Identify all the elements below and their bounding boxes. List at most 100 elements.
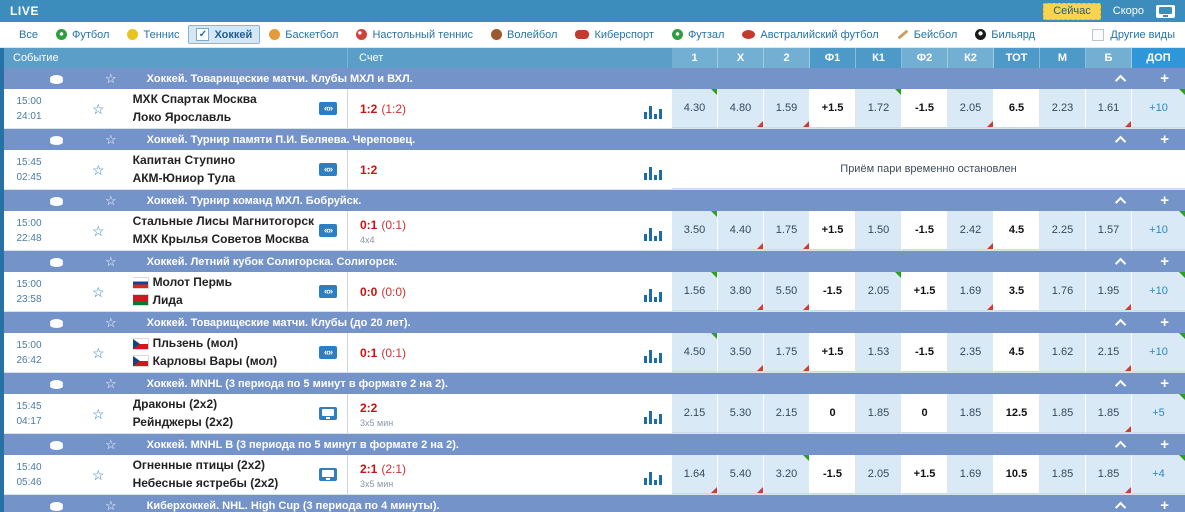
odds-cell[interactable]: 4.5 — [994, 333, 1040, 372]
favorite-star-icon[interactable]: ☆ — [92, 100, 105, 117]
odds-cell[interactable]: 2.35 — [948, 333, 994, 372]
favorite-star-icon[interactable]: ☆ — [105, 376, 117, 391]
odds-cell[interactable]: 0 — [902, 394, 948, 433]
chevron-up-icon[interactable] — [1115, 196, 1127, 208]
odds-cell[interactable]: 4.40 — [718, 211, 764, 250]
odds-cell[interactable]: -1.5 — [902, 89, 948, 128]
odds-cell[interactable]: 1.64 — [672, 455, 718, 494]
odds-cell[interactable]: 2.05 — [856, 455, 902, 494]
odds-cell[interactable]: 1.85 — [856, 394, 902, 433]
odds-cell[interactable]: 1.85 — [1040, 394, 1086, 433]
bar-chart-icon[interactable] — [644, 106, 662, 119]
league-header[interactable]: ☆ Хоккей. MNHL B (3 периода по 5 минут в… — [4, 434, 1185, 455]
expand-markets-icon[interactable] — [319, 285, 337, 298]
bar-chart-icon[interactable] — [644, 472, 662, 485]
soon-button[interactable]: Скоро — [1112, 5, 1144, 17]
odds-cell[interactable]: 10.5 — [994, 455, 1040, 494]
odds-cell[interactable]: 2.15 — [1086, 333, 1132, 372]
odds-cell[interactable]: 4.5 — [994, 211, 1040, 250]
tab-volleyball[interactable]: Волейбол — [482, 26, 567, 44]
odds-cell[interactable]: 1.85 — [1086, 394, 1132, 433]
odds-cell[interactable]: 1.56 — [672, 272, 718, 311]
odds-cell[interactable]: 1.85 — [948, 394, 994, 433]
league-header[interactable]: ☆ Хоккей. Товарищеские матчи. Клубы МХЛ … — [4, 68, 1185, 89]
odds-cell[interactable]: 3.20 — [764, 455, 810, 494]
event-cell[interactable]: 15:00 24:01 ☆ МХК Спартак Москва Локо Яр… — [4, 89, 347, 128]
favorite-star-icon[interactable]: ☆ — [105, 437, 117, 452]
odds-cell[interactable]: 1.75 — [764, 211, 810, 250]
expand-markets-icon[interactable] — [319, 163, 337, 176]
event-cell[interactable]: 15:00 22:48 ☆ Стальные Лисы Магнитогорск… — [4, 211, 347, 250]
tab-esports[interactable]: Киберспорт — [566, 26, 662, 44]
more-bets-cell[interactable]: +4 — [1132, 455, 1185, 494]
odds-cell[interactable]: 0 — [810, 394, 856, 433]
odds-cell[interactable]: 3.80 — [718, 272, 764, 311]
bar-chart-icon[interactable] — [644, 228, 662, 241]
plus-icon[interactable]: + — [1160, 253, 1169, 270]
expand-markets-icon[interactable] — [319, 346, 337, 359]
tab-table-tennis[interactable]: Настольный теннис — [347, 26, 482, 44]
odds-cell[interactable]: 2.05 — [948, 89, 994, 128]
plus-icon[interactable]: + — [1160, 192, 1169, 209]
tab-billiards[interactable]: Бильярд — [966, 26, 1044, 44]
event-cell[interactable]: 15:00 26:42 ☆ Пльзень (мол) Карловы Вары… — [4, 333, 347, 372]
plus-icon[interactable]: + — [1160, 70, 1169, 87]
odds-cell[interactable]: 3.50 — [672, 211, 718, 250]
odds-cell[interactable]: 1.61 — [1086, 89, 1132, 128]
plus-icon[interactable]: + — [1160, 497, 1169, 512]
odds-cell[interactable]: +1.5 — [810, 211, 856, 250]
favorite-star-icon[interactable]: ☆ — [92, 405, 105, 422]
odds-cell[interactable]: 1.69 — [948, 455, 994, 494]
odds-cell[interactable]: 2.15 — [672, 394, 718, 433]
odds-cell[interactable]: 12.5 — [994, 394, 1040, 433]
event-cell[interactable]: 15:40 05:46 ☆ Огненные птицы (2х2) Небес… — [4, 455, 347, 494]
odds-cell[interactable]: -1.5 — [902, 211, 948, 250]
tv-stream-icon[interactable] — [319, 468, 337, 481]
tab-all[interactable]: Все — [10, 26, 47, 44]
odds-cell[interactable]: 1.50 — [856, 211, 902, 250]
league-header[interactable]: ☆ Хоккей. Товарищеские матчи. Клубы (до … — [4, 312, 1185, 333]
plus-icon[interactable]: + — [1160, 436, 1169, 453]
odds-cell[interactable]: 5.30 — [718, 394, 764, 433]
plus-icon[interactable]: + — [1160, 131, 1169, 148]
tab-aussie-football[interactable]: Австралийский футбол — [733, 26, 887, 44]
favorite-star-icon[interactable]: ☆ — [105, 498, 117, 512]
league-header[interactable]: ☆ Хоккей. MNHL (3 периода по 5 минут в ф… — [4, 373, 1185, 394]
tab-baseball[interactable]: Бейсбол — [888, 26, 967, 44]
favorite-star-icon[interactable]: ☆ — [92, 161, 105, 178]
more-bets-cell[interactable]: +10 — [1132, 89, 1185, 128]
odds-cell[interactable]: 3.5 — [994, 272, 1040, 311]
odds-cell[interactable]: 1.69 — [948, 272, 994, 311]
odds-cell[interactable]: 2.42 — [948, 211, 994, 250]
odds-cell[interactable]: +1.5 — [902, 455, 948, 494]
odds-cell[interactable]: 1.76 — [1040, 272, 1086, 311]
odds-cell[interactable]: 2.15 — [764, 394, 810, 433]
other-views-toggle[interactable]: Другие виды — [1092, 28, 1175, 41]
league-header[interactable]: ☆ Хоккей. Турнир памяти П.И. Беляева. Че… — [4, 129, 1185, 150]
tab-futsal[interactable]: Футзал — [663, 26, 733, 44]
more-bets-cell[interactable]: +10 — [1132, 333, 1185, 372]
odds-cell[interactable]: 3.50 — [718, 333, 764, 372]
bar-chart-icon[interactable] — [644, 350, 662, 363]
bar-chart-icon[interactable] — [644, 167, 662, 180]
favorite-star-icon[interactable]: ☆ — [105, 315, 117, 330]
chevron-up-icon[interactable] — [1115, 135, 1127, 147]
odds-cell[interactable]: 4.50 — [672, 333, 718, 372]
chevron-up-icon[interactable] — [1115, 318, 1127, 330]
expand-markets-icon[interactable] — [319, 102, 337, 115]
more-bets-cell[interactable]: +10 — [1132, 211, 1185, 250]
favorite-star-icon[interactable]: ☆ — [105, 193, 117, 208]
favorite-star-icon[interactable]: ☆ — [92, 222, 105, 239]
chevron-up-icon[interactable] — [1115, 501, 1127, 512]
odds-cell[interactable]: 6.5 — [994, 89, 1040, 128]
odds-cell[interactable]: 1.85 — [1040, 455, 1086, 494]
tv-icon[interactable] — [1156, 4, 1175, 18]
event-cell[interactable]: 15:45 02:45 ☆ Капитан Ступино АКМ-Юниор … — [4, 150, 347, 189]
tab-hockey[interactable]: Хоккей — [188, 25, 261, 44]
favorite-star-icon[interactable]: ☆ — [105, 132, 117, 147]
odds-cell[interactable]: 2.25 — [1040, 211, 1086, 250]
more-bets-cell[interactable]: +5 — [1132, 394, 1185, 433]
odds-cell[interactable]: -1.5 — [902, 333, 948, 372]
odds-cell[interactable]: +1.5 — [902, 272, 948, 311]
odds-cell[interactable]: 2.05 — [856, 272, 902, 311]
